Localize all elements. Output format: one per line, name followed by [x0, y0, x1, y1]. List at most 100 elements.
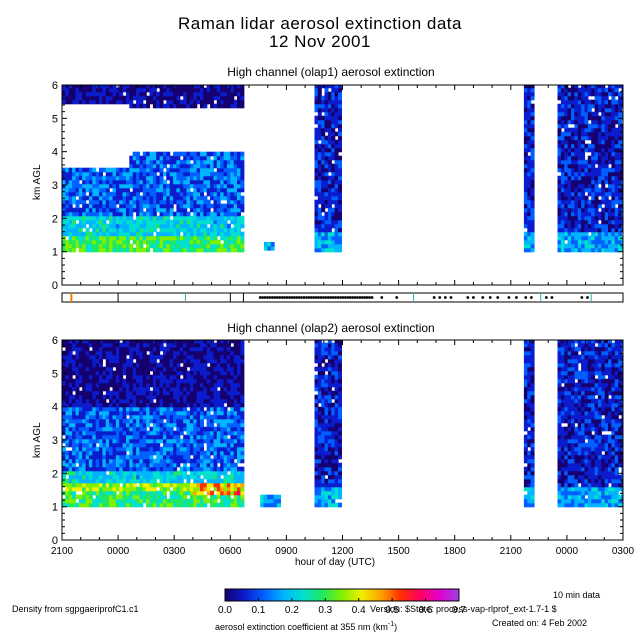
heat-cell [85, 370, 90, 376]
heat-cell [169, 406, 174, 412]
heat-cell [220, 159, 225, 165]
heat-cell [99, 458, 103, 464]
heat-cell [604, 91, 609, 97]
heat-cell [166, 203, 171, 209]
heat-cell [183, 414, 188, 420]
heat-cell [597, 163, 602, 169]
heat-cell [338, 179, 342, 185]
heat-cell [587, 207, 592, 213]
heat-cell [149, 478, 154, 484]
heat-cell [189, 199, 194, 205]
heat-cell [233, 502, 238, 508]
heat-cell [193, 446, 198, 452]
heat-cell [179, 235, 184, 241]
heat-cell [142, 199, 147, 205]
heat-cell [136, 446, 141, 452]
heat-cell [136, 434, 141, 440]
heat-cell [68, 231, 73, 237]
heat-cell [564, 175, 569, 181]
heat-cell [324, 123, 329, 129]
heat-cell [65, 91, 70, 97]
heat-cell [560, 203, 565, 209]
heat-cell [314, 143, 319, 149]
heat-cell [567, 199, 572, 205]
heat-cell [213, 502, 218, 508]
heat-cell [156, 95, 161, 101]
heat-cell [614, 135, 619, 141]
heat-cell [203, 470, 208, 476]
heat-cell [156, 386, 161, 392]
heat-cell [132, 418, 137, 424]
heat-cell [139, 494, 144, 500]
heat-cell [152, 171, 157, 177]
heat-cell [587, 99, 592, 105]
heat-cell [85, 171, 90, 177]
heat-cell [327, 115, 332, 121]
heat-cell [102, 442, 107, 448]
heat-cell [88, 342, 93, 348]
heat-cell [88, 502, 93, 508]
heat-cell [587, 91, 592, 97]
heat-cell [196, 442, 201, 448]
heat-cell [136, 354, 141, 360]
heat-cell [152, 442, 157, 448]
heat-cell [189, 239, 194, 245]
heat-cell [163, 366, 167, 372]
heat-cell [183, 203, 188, 209]
heat-cell [112, 231, 117, 237]
heat-cell [92, 239, 97, 245]
heat-cell [109, 350, 114, 356]
heat-cell [105, 342, 110, 348]
heat-cell [72, 470, 77, 476]
heat-cell [119, 486, 124, 492]
heat-cell [614, 91, 619, 97]
heat-cell [146, 410, 151, 416]
heat-cell [169, 358, 174, 364]
heat-cell [203, 239, 208, 245]
heat-cell [240, 195, 245, 201]
heat-cell [557, 107, 562, 113]
heat-cell [82, 346, 87, 352]
heat-cell [338, 143, 342, 149]
heat-cell [574, 99, 579, 105]
heat-cell [220, 354, 225, 360]
heat-cell [72, 191, 77, 197]
heat-cell [324, 215, 329, 221]
heat-cell [109, 470, 114, 476]
heat-cell [129, 215, 134, 221]
heat-cell [88, 490, 93, 496]
heat-cell [183, 442, 188, 448]
heat-cell [163, 362, 167, 368]
heat-cell [571, 187, 575, 193]
heat-cell [213, 482, 218, 488]
heat-cell [166, 382, 171, 388]
heat-cell [156, 382, 161, 388]
heat-cell [193, 402, 198, 408]
heat-cell [230, 219, 235, 225]
heat-cell [314, 239, 319, 245]
heat-cell [567, 195, 572, 201]
heat-cell [136, 362, 141, 368]
heat-cell [523, 183, 528, 189]
heat-cell [183, 215, 188, 221]
heat-cell [193, 223, 198, 229]
heat-cell [115, 422, 120, 428]
heat-cell [560, 219, 565, 225]
heat-cell [68, 478, 73, 484]
heat-cell [146, 446, 151, 452]
heat-cell [327, 147, 332, 153]
heat-cell [105, 195, 110, 201]
heat-cell [163, 95, 167, 101]
heat-cell [85, 366, 90, 372]
heat-cell [179, 450, 184, 456]
heat-cell [166, 247, 171, 253]
heat-cell [223, 87, 228, 93]
heat-cell [122, 422, 127, 428]
heat-cell [213, 350, 218, 356]
heat-cell [156, 163, 161, 169]
heat-cell [126, 402, 130, 408]
heat-cell [173, 199, 178, 205]
heat-cell [314, 231, 319, 237]
heat-cell [186, 386, 191, 392]
heat-cell [102, 340, 107, 344]
